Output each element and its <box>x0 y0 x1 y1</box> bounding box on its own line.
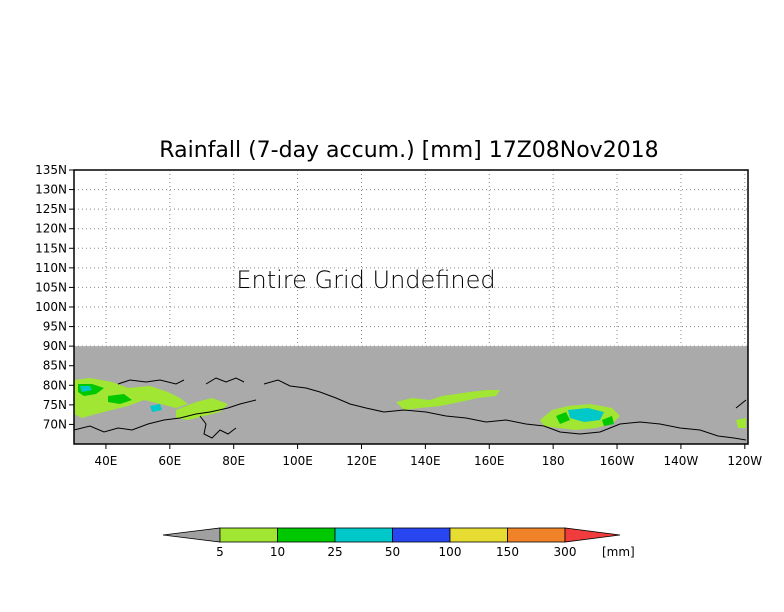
y-tick-label: 75N <box>43 398 67 412</box>
y-tick-label: 90N <box>43 339 67 353</box>
colorbar-segment <box>219 527 278 543</box>
colorbar-segment <box>507 527 566 543</box>
y-tick-label: 70N <box>43 417 67 431</box>
colorbar-under-arrow <box>162 527 221 543</box>
x-tick-label: 80E <box>222 454 245 468</box>
colorbar-segment <box>392 527 451 543</box>
undefined-label: Entire Grid Undefined <box>236 266 495 294</box>
x-tick-label: 120E <box>346 454 377 468</box>
colorbar-unit: [mm] <box>602 545 635 559</box>
y-tick-label: 130N <box>35 183 67 197</box>
y-tick-label: 125N <box>35 202 67 216</box>
y-tick-label: 80N <box>43 378 67 392</box>
x-tick-label: 40E <box>95 454 118 468</box>
y-tick-label: 115N <box>35 241 67 255</box>
colorbar-over-arrow <box>564 527 621 543</box>
y-tick-label: 105N <box>35 280 67 294</box>
y-tick-label: 100N <box>35 300 67 314</box>
x-tick-label: 60E <box>158 454 181 468</box>
undefined-region <box>74 346 748 444</box>
y-axis: 70N 75N 80N 85N 90N 95N 100N 105N 110N 115N 120N 12… <box>35 163 74 431</box>
rain-patch-central <box>176 398 228 420</box>
colorbar-label: 100 <box>439 545 462 559</box>
x-tick-label: 160E <box>474 454 505 468</box>
colorbar-label: 5 <box>216 545 224 559</box>
rain-patch-west-heavy <box>80 386 162 412</box>
coastlines <box>73 377 747 441</box>
colorbar-segment <box>449 527 508 543</box>
x-axis: 40E 60E 80E 100E 120E 140E 160E 180 160W 140W 120W <box>95 444 762 468</box>
rain-patch-far-east <box>736 418 746 428</box>
chart-title: Rainfall (7-day accum.) [mm] 17Z08Nov201… <box>159 138 658 163</box>
x-tick-label: 180 <box>542 454 565 468</box>
y-tick-label: 95N <box>43 320 67 334</box>
x-tick-label: 160W <box>600 454 635 468</box>
plot-area: Entire Grid Undefined <box>73 169 749 445</box>
colorbar-segment <box>334 527 393 543</box>
rain-patch-dateline-mid <box>556 412 614 426</box>
x-tick-label: 140W <box>664 454 699 468</box>
rain-patches <box>74 378 746 430</box>
rain-patch-dateline-core <box>568 408 604 422</box>
y-tick-label: 85N <box>43 359 67 373</box>
x-tick-label: 140E <box>410 454 441 468</box>
colorbar: 5 10 25 50 100 150 300 [mm] <box>162 527 635 559</box>
x-tick-label: 120W <box>727 454 762 468</box>
x-tick-label: 100E <box>282 454 313 468</box>
colorbar-label: 150 <box>496 545 519 559</box>
colorbar-segment <box>277 527 336 543</box>
y-tick-label: 135N <box>35 163 67 177</box>
y-tick-label: 110N <box>35 261 67 275</box>
colorbar-label: 10 <box>270 545 285 559</box>
colorbar-label: 300 <box>554 545 577 559</box>
colorbar-label: 50 <box>385 545 400 559</box>
y-tick-label: 120N <box>35 222 67 236</box>
colorbar-label: 25 <box>327 545 342 559</box>
rain-patch-east <box>396 390 500 410</box>
